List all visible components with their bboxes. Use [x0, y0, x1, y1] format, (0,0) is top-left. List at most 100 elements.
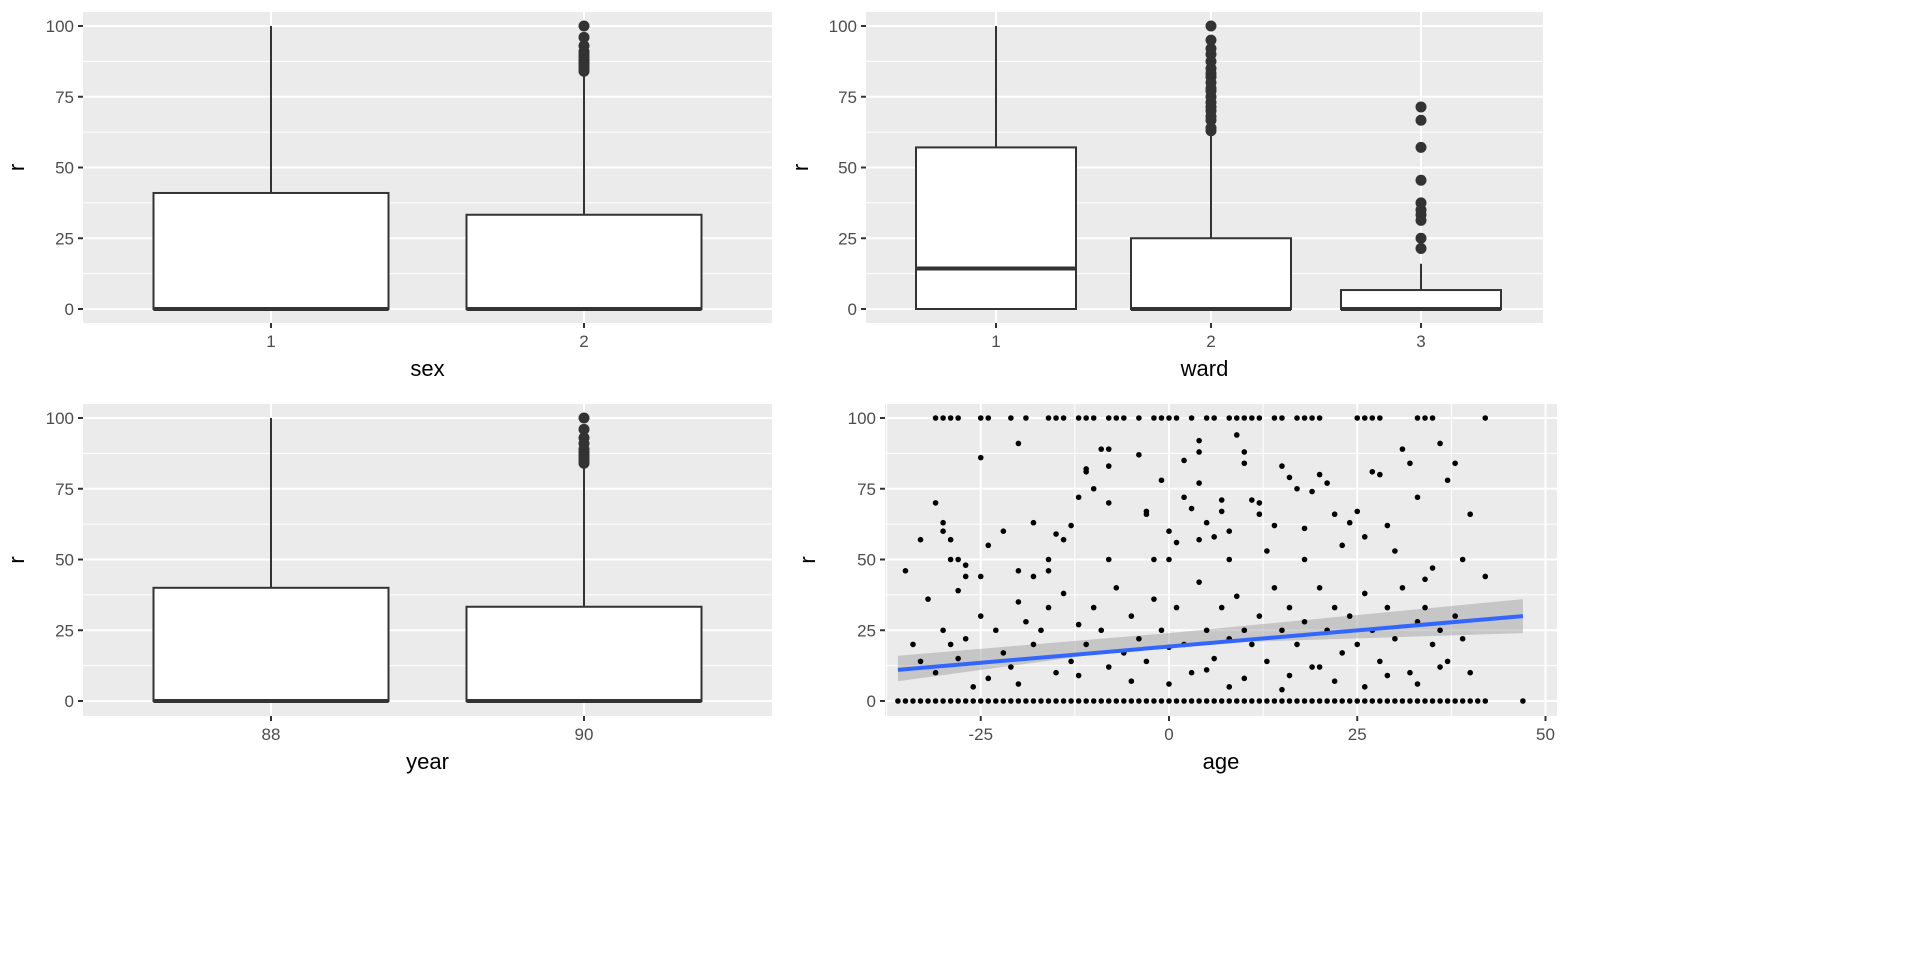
data-point [1098, 698, 1105, 704]
x-axis-title: ward [1180, 356, 1229, 381]
data-point [1113, 698, 1120, 704]
data-point [1286, 604, 1293, 611]
data-point [1467, 698, 1473, 704]
data-point [1399, 446, 1406, 452]
data-point [1143, 658, 1150, 665]
data-point [1023, 698, 1029, 704]
data-point [962, 562, 969, 568]
y-tick-label: 100 [848, 409, 876, 428]
data-point [1045, 568, 1052, 574]
data-point [1233, 415, 1240, 421]
data-point [1075, 494, 1082, 501]
data-point [1203, 698, 1210, 704]
data-point [1444, 658, 1451, 665]
data-point [1083, 698, 1089, 704]
outlier-point [1415, 141, 1427, 153]
box-iqr [152, 586, 390, 702]
box-90 [465, 412, 703, 703]
data-point [902, 568, 909, 574]
data-point [1113, 585, 1120, 591]
data-point [1339, 542, 1345, 549]
data-point [1203, 627, 1210, 634]
outlier-point [1205, 122, 1217, 134]
data-point [1249, 497, 1255, 503]
data-point [1354, 641, 1361, 648]
data-point [1136, 451, 1142, 458]
data-point [1045, 556, 1052, 563]
data-point [1000, 528, 1007, 534]
data-point [1053, 415, 1059, 421]
data-point [1429, 415, 1436, 421]
data-point [1279, 415, 1285, 421]
data-point [1301, 698, 1308, 704]
box-iqr [152, 191, 390, 310]
data-point [1030, 573, 1037, 580]
y-tick-label: 25 [857, 621, 876, 640]
data-point [1060, 415, 1067, 421]
panel-year: 0 25 50 75 100 88 90 year r [4, 404, 772, 774]
data-point [1482, 698, 1489, 704]
data-point [1083, 415, 1089, 421]
data-point [1377, 698, 1383, 704]
data-point [1316, 698, 1323, 704]
data-point [1241, 627, 1248, 634]
y-tick-label: 25 [838, 229, 857, 248]
data-point [1105, 698, 1112, 704]
data-point [1369, 468, 1376, 475]
x-tick-label: -25 [968, 725, 993, 744]
data-point [1173, 698, 1180, 704]
data-point [1384, 698, 1391, 704]
confidence-band [897, 599, 1523, 682]
data-point [902, 698, 909, 704]
data-point [1452, 460, 1458, 467]
data-point [1271, 522, 1278, 529]
x-tick-label: 25 [1348, 725, 1367, 744]
data-point [1294, 485, 1300, 492]
y-tick-label: 25 [55, 229, 74, 248]
data-point [1158, 415, 1165, 421]
data-point [962, 698, 969, 704]
data-point [1105, 446, 1112, 452]
panel-ward: 0 25 50 75 100 1 2 3 ward r [788, 12, 1543, 381]
data-point [1015, 440, 1022, 447]
data-point [1090, 604, 1097, 611]
data-point [1030, 641, 1037, 648]
data-point [1166, 528, 1172, 534]
data-point [932, 500, 939, 506]
data-point [962, 635, 969, 642]
data-point [1309, 698, 1315, 704]
data-point [1000, 650, 1007, 656]
data-point [917, 536, 924, 543]
data-point [1459, 698, 1466, 704]
data-point [917, 658, 924, 665]
y-axis-title: r [4, 164, 29, 171]
data-point [925, 698, 931, 704]
y-tick-label: 0 [867, 692, 876, 711]
data-point [1166, 556, 1172, 563]
data-point [1271, 415, 1278, 421]
data-point [1015, 681, 1022, 687]
data-point [1196, 579, 1202, 585]
data-point [1324, 480, 1330, 486]
data-point [1241, 460, 1248, 467]
data-point [1301, 525, 1308, 532]
data-point [1309, 415, 1315, 421]
data-point [1015, 568, 1022, 574]
data-point [970, 698, 977, 704]
data-point [1467, 669, 1473, 676]
x-tick-label: 1 [266, 332, 275, 351]
data-point [1429, 565, 1436, 571]
data-point [1060, 536, 1067, 543]
data-point [1023, 415, 1029, 421]
data-point [1143, 511, 1150, 518]
data-point [985, 675, 992, 682]
data-point [955, 556, 961, 563]
x-tick-label: 88 [262, 725, 281, 744]
data-point [932, 669, 939, 676]
data-point [977, 415, 984, 421]
data-point [1249, 698, 1255, 704]
data-point [1226, 556, 1233, 563]
data-point [1136, 635, 1142, 642]
y-tick-label: 100 [829, 17, 857, 36]
data-point [1384, 522, 1391, 529]
